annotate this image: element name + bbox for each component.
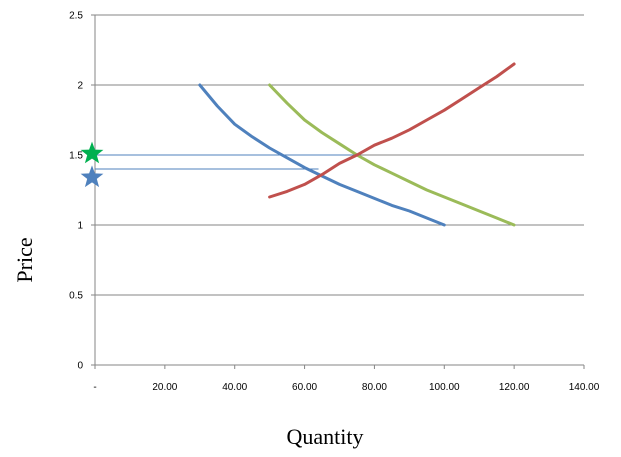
supply-curve-red <box>268 62 516 199</box>
demand-curve-green <box>268 83 516 227</box>
reference-lines <box>95 154 357 170</box>
x-tick-label: 80.00 <box>362 382 387 393</box>
x-tick-label: - <box>93 382 96 393</box>
blue-star-marker <box>80 165 104 188</box>
y-tick-label: 2.5 <box>69 11 83 22</box>
y-tick-label: 0.5 <box>69 291 83 302</box>
y-tick-label: 1.5 <box>69 151 83 162</box>
x-tick-label: 60.00 <box>292 382 317 393</box>
x-tick-label: 100.00 <box>429 382 460 393</box>
markers <box>80 141 104 188</box>
x-tick-label: 40.00 <box>222 382 247 393</box>
axes <box>91 14 585 369</box>
green-star-marker <box>80 141 104 164</box>
y-tick-label: 1 <box>77 221 83 232</box>
tick-labels: 0 0.5 1 1.5 2 2.5 - 20.00 40.00 60.00 80.00 100.00 1… <box>69 11 600 394</box>
x-tick-label: 120.00 <box>499 382 530 393</box>
x-axis-title: Quantity <box>287 424 364 449</box>
x-tick-label: 20.00 <box>152 382 177 393</box>
series <box>198 62 516 227</box>
y-tick-label: 0 <box>77 361 83 372</box>
x-tick-label: 140.00 <box>569 382 600 393</box>
y-axis-title: Price <box>12 237 37 282</box>
y-tick-label: 2 <box>77 81 83 92</box>
